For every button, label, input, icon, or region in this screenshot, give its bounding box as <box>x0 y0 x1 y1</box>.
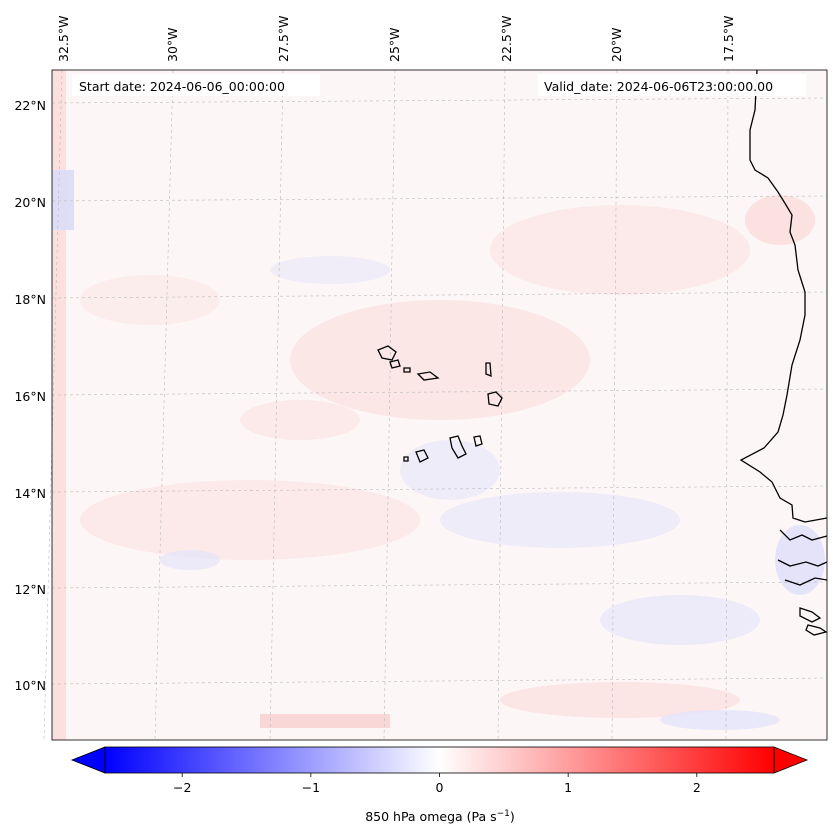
coastlines <box>377 69 828 636</box>
colorbar-tick-label: 0 <box>436 780 444 795</box>
colorbar-ticks: −2 −1 0 1 2 <box>173 773 701 795</box>
lon-label: 27.5°W <box>276 16 291 62</box>
latitude-labels: 22°N 20°N 18°N 16°N 14°N 12°N 10°N <box>14 98 46 693</box>
map-frame <box>51 69 828 741</box>
lon-label: 20°W <box>609 27 624 62</box>
lat-label: 22°N <box>14 98 46 113</box>
lon-label: 22.5°W <box>499 16 514 62</box>
cape-verde-fogo <box>415 449 429 463</box>
colorbar-label: 850 hPa omega (Pa s−1) <box>365 809 515 824</box>
cape-verde-santo-antao <box>377 345 397 361</box>
colorbar-max-extend <box>773 746 809 774</box>
senegambia-coastline <box>777 529 828 586</box>
cape-verde-brava <box>403 456 409 462</box>
africa-coastline <box>739 69 828 523</box>
cape-verde-sao-vicente <box>389 359 401 369</box>
lon-label: 25°W <box>387 27 402 62</box>
lat-label: 16°N <box>14 389 46 404</box>
cape-verde-santa-luzia <box>403 367 411 373</box>
colorbar-tick-label: −2 <box>173 780 191 795</box>
start-date-box <box>72 74 320 96</box>
lat-label: 14°N <box>14 486 46 501</box>
cape-verde-sal <box>485 362 492 377</box>
longitude-labels: 32.5°W 30°W 27.5°W 25°W 22.5°W 20°W 17.5… <box>56 16 736 62</box>
valid-date-box <box>538 74 806 96</box>
lat-label: 12°N <box>14 582 46 597</box>
start-date-label: Start date: 2024-06-06_00:00:00 <box>79 79 285 94</box>
colorbar-min-extend <box>70 746 106 774</box>
cape-verde-boa-vista <box>487 391 503 407</box>
colorbar-tick-label: −1 <box>302 780 320 795</box>
colorbar-tick-label: 1 <box>564 780 572 795</box>
cape-verde-sao-nicolau <box>416 371 440 381</box>
lon-label: 30°W <box>165 27 180 62</box>
lat-label: 20°N <box>14 195 46 210</box>
lat-label: 10°N <box>14 678 46 693</box>
cape-verde-maio <box>473 435 483 447</box>
bijagos-coastline <box>799 607 828 636</box>
colorbar-tick-label: 2 <box>693 780 701 795</box>
lon-label: 32.5°W <box>56 16 71 62</box>
colorbar: −2 −1 0 1 2 850 hPa omega (Pa s−1) <box>70 746 809 824</box>
colorbar-gradient <box>105 747 774 773</box>
lat-label: 18°N <box>14 292 46 307</box>
gridlines <box>43 69 828 741</box>
map-panel: Start date: 2024-06-06_00:00:00 Valid_da… <box>43 69 828 741</box>
lon-label: 17.5°W <box>721 16 736 62</box>
cape-verde-santiago <box>449 435 467 459</box>
valid-date-label: Valid_date: 2024-06-06T23:00:00.00 <box>544 79 773 94</box>
